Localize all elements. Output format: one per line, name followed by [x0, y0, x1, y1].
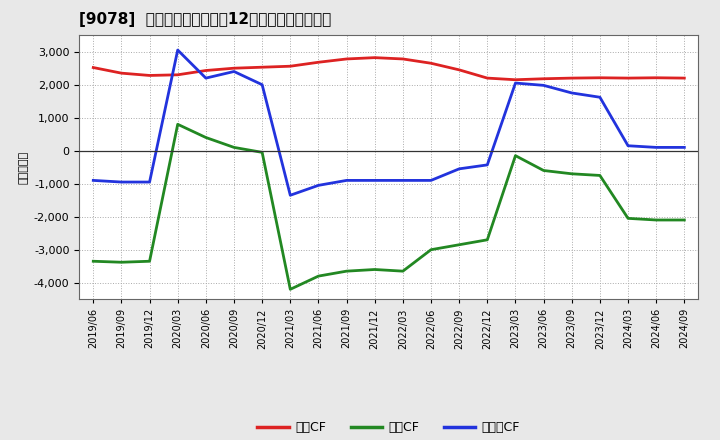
- フリーCF: [286, 193, 294, 198]
- 投資CF: [539, 168, 548, 173]
- 投資CF: [174, 121, 182, 127]
- Line: 投資CF: 投資CF: [94, 124, 684, 290]
- 営業CF: [342, 56, 351, 62]
- 投資CF: [595, 173, 604, 178]
- 投資CF: [370, 267, 379, 272]
- 投資CF: [511, 153, 520, 158]
- 営業CF: [624, 75, 632, 81]
- 営業CF: [314, 59, 323, 65]
- Text: [9078]  キャッシュフローの12か月移動合計の推移: [9078] キャッシュフローの12か月移動合計の推移: [79, 12, 331, 27]
- 投資CF: [202, 135, 210, 140]
- Legend: 営業CF, 投資CF, フリーCF: 営業CF, 投資CF, フリーCF: [253, 416, 525, 439]
- フリーCF: [652, 145, 660, 150]
- フリーCF: [427, 178, 436, 183]
- 投資CF: [258, 150, 266, 155]
- 投資CF: [567, 171, 576, 176]
- 投資CF: [427, 247, 436, 253]
- フリーCF: [230, 69, 238, 74]
- 営業CF: [202, 68, 210, 73]
- フリーCF: [595, 95, 604, 100]
- 営業CF: [370, 55, 379, 60]
- 投資CF: [314, 273, 323, 279]
- 投資CF: [89, 259, 98, 264]
- フリーCF: [511, 81, 520, 86]
- Y-axis label: （百万円）: （百万円）: [18, 150, 28, 184]
- 投資CF: [145, 259, 154, 264]
- フリーCF: [399, 178, 408, 183]
- 営業CF: [399, 56, 408, 62]
- フリーCF: [680, 145, 688, 150]
- 営業CF: [539, 76, 548, 81]
- 投資CF: [230, 145, 238, 150]
- フリーCF: [455, 166, 464, 172]
- フリーCF: [258, 82, 266, 87]
- 投資CF: [399, 268, 408, 274]
- フリーCF: [370, 178, 379, 183]
- フリーCF: [314, 183, 323, 188]
- 投資CF: [117, 260, 126, 265]
- 営業CF: [455, 67, 464, 73]
- 営業CF: [145, 73, 154, 78]
- 営業CF: [174, 72, 182, 77]
- 営業CF: [230, 66, 238, 71]
- 営業CF: [511, 77, 520, 82]
- フリーCF: [567, 90, 576, 95]
- フリーCF: [539, 83, 548, 88]
- 投資CF: [652, 217, 660, 223]
- 営業CF: [427, 61, 436, 66]
- 営業CF: [483, 75, 492, 81]
- フリーCF: [117, 180, 126, 185]
- Line: 営業CF: 営業CF: [94, 58, 684, 80]
- 投資CF: [483, 237, 492, 242]
- 営業CF: [652, 75, 660, 81]
- フリーCF: [624, 143, 632, 148]
- フリーCF: [342, 178, 351, 183]
- フリーCF: [89, 178, 98, 183]
- 投資CF: [342, 268, 351, 274]
- 投資CF: [680, 217, 688, 223]
- 営業CF: [89, 65, 98, 70]
- 営業CF: [680, 75, 688, 81]
- 投資CF: [455, 242, 464, 247]
- 営業CF: [286, 63, 294, 69]
- Line: フリーCF: フリーCF: [94, 50, 684, 195]
- 投資CF: [286, 287, 294, 292]
- フリーCF: [483, 162, 492, 168]
- 営業CF: [595, 75, 604, 81]
- フリーCF: [174, 48, 182, 53]
- フリーCF: [202, 75, 210, 81]
- 投資CF: [624, 216, 632, 221]
- 営業CF: [258, 65, 266, 70]
- フリーCF: [145, 180, 154, 185]
- 営業CF: [117, 70, 126, 76]
- 営業CF: [567, 75, 576, 81]
